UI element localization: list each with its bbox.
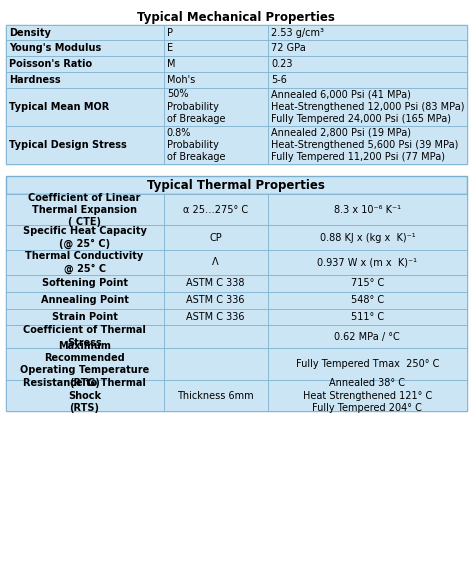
Text: E: E xyxy=(167,43,173,53)
Bar xyxy=(6,225,164,250)
Text: Specific Heat Capacity
(@ 25° C): Specific Heat Capacity (@ 25° C) xyxy=(23,226,146,249)
Text: 8.3 x 10⁻⁶ K⁻¹: 8.3 x 10⁻⁶ K⁻¹ xyxy=(334,205,401,215)
Bar xyxy=(268,194,467,225)
Bar xyxy=(164,250,268,275)
Bar xyxy=(164,72,268,88)
Text: CP: CP xyxy=(210,233,222,243)
Text: 715° C: 715° C xyxy=(351,278,384,288)
Bar xyxy=(6,25,164,40)
Bar xyxy=(164,88,268,126)
Bar xyxy=(6,56,164,72)
Bar xyxy=(268,225,467,250)
Text: 0.88 KJ x (kg x  K)⁻¹: 0.88 KJ x (kg x K)⁻¹ xyxy=(319,233,415,243)
Bar xyxy=(268,380,467,411)
Bar xyxy=(164,194,268,225)
Text: Softening Point: Softening Point xyxy=(42,278,128,288)
Bar xyxy=(164,309,268,325)
Text: Young's Modulus: Young's Modulus xyxy=(9,43,101,53)
Bar xyxy=(6,325,164,348)
Text: P: P xyxy=(167,28,173,38)
Text: 0.937 W x (m x  K)⁻¹: 0.937 W x (m x K)⁻¹ xyxy=(318,257,417,268)
Bar xyxy=(268,56,467,72)
Bar xyxy=(268,25,467,40)
Bar xyxy=(6,309,164,325)
Text: 0.62 MPa / °C: 0.62 MPa / °C xyxy=(335,332,400,342)
Bar xyxy=(6,250,164,275)
Text: ASTM C 336: ASTM C 336 xyxy=(186,295,245,305)
Bar xyxy=(6,348,164,380)
Text: 5-6: 5-6 xyxy=(271,75,287,85)
Text: Thermal Conductivity
@ 25° C: Thermal Conductivity @ 25° C xyxy=(26,251,144,274)
Bar xyxy=(268,292,467,309)
Bar xyxy=(164,25,268,40)
Text: Coefficient of Linear
Thermal Expansion
( CTE): Coefficient of Linear Thermal Expansion … xyxy=(28,193,141,227)
Text: Annealed 2,800 Psi (19 MPa)
Heat-Strengthened 5,600 Psi (39 MPa)
Fully Tempered : Annealed 2,800 Psi (19 MPa) Heat-Strengt… xyxy=(271,128,458,162)
Text: α 25…275° C: α 25…275° C xyxy=(183,205,248,215)
Text: Typical Mechanical Properties: Typical Mechanical Properties xyxy=(137,11,335,24)
Text: 511° C: 511° C xyxy=(351,312,384,322)
Bar xyxy=(268,348,467,380)
Text: Thickness 6mm: Thickness 6mm xyxy=(177,391,254,401)
Text: Density: Density xyxy=(9,28,51,38)
Bar xyxy=(6,25,467,164)
Text: Annealed 38° C
Heat Strengthened 121° C
Fully Tempered 204° C: Annealed 38° C Heat Strengthened 121° C … xyxy=(303,378,432,413)
Text: 72 GPa: 72 GPa xyxy=(271,43,306,53)
Bar xyxy=(164,56,268,72)
Text: M: M xyxy=(167,59,175,69)
Bar xyxy=(268,72,467,88)
Bar xyxy=(268,126,467,164)
Text: Strain Point: Strain Point xyxy=(52,312,118,322)
Text: Typical Design Stress: Typical Design Stress xyxy=(9,140,127,150)
Text: 0.8%
Probability
of Breakage: 0.8% Probability of Breakage xyxy=(167,128,225,162)
Text: Coefficient of Thermal
Stress: Coefficient of Thermal Stress xyxy=(23,325,146,348)
Text: 2.53 g/cm³: 2.53 g/cm³ xyxy=(271,28,324,38)
Bar xyxy=(268,88,467,126)
Text: Annealed 6,000 Psi (41 MPa)
Heat-Strengthened 12,000 Psi (83 MPa)
Fully Tempered: Annealed 6,000 Psi (41 MPa) Heat-Strengt… xyxy=(271,89,465,124)
Bar xyxy=(164,40,268,56)
Bar xyxy=(164,275,268,292)
Text: ASTM C 338: ASTM C 338 xyxy=(186,278,245,288)
Text: ASTM C 336: ASTM C 336 xyxy=(186,312,245,322)
Bar xyxy=(6,176,467,194)
Bar xyxy=(268,40,467,56)
Text: 0.23: 0.23 xyxy=(271,59,292,69)
Text: 50%
Probability
of Breakage: 50% Probability of Breakage xyxy=(167,89,225,124)
Text: Resistance to Thermal
Shock
(RTS): Resistance to Thermal Shock (RTS) xyxy=(23,378,146,413)
Bar xyxy=(164,225,268,250)
Bar xyxy=(6,126,164,164)
Text: Hardness: Hardness xyxy=(9,75,61,85)
Bar xyxy=(164,325,268,348)
Text: Typical Mean MOR: Typical Mean MOR xyxy=(9,102,109,112)
Text: Poisson's Ratio: Poisson's Ratio xyxy=(9,59,92,69)
Text: Moh's: Moh's xyxy=(167,75,195,85)
Bar xyxy=(6,88,164,126)
Bar xyxy=(268,309,467,325)
Bar xyxy=(164,292,268,309)
Bar xyxy=(6,275,164,292)
Bar xyxy=(6,194,164,225)
Bar xyxy=(6,194,467,411)
Bar xyxy=(268,275,467,292)
Bar xyxy=(6,292,164,309)
Text: Fully Tempered Tmax  250° C: Fully Tempered Tmax 250° C xyxy=(296,359,439,369)
Bar xyxy=(6,380,164,411)
Bar xyxy=(6,72,164,88)
Text: Typical Thermal Properties: Typical Thermal Properties xyxy=(147,179,325,192)
Bar xyxy=(6,40,164,56)
Text: Annealing Point: Annealing Point xyxy=(41,295,128,305)
Bar xyxy=(268,250,467,275)
Text: Λ: Λ xyxy=(212,257,219,268)
Bar xyxy=(164,348,268,380)
Text: Maximum
Recommended
Operating Temperature
(RTG): Maximum Recommended Operating Temperatur… xyxy=(20,341,149,388)
Text: 548° C: 548° C xyxy=(351,295,384,305)
Bar xyxy=(268,325,467,348)
Bar xyxy=(164,126,268,164)
Bar xyxy=(164,380,268,411)
